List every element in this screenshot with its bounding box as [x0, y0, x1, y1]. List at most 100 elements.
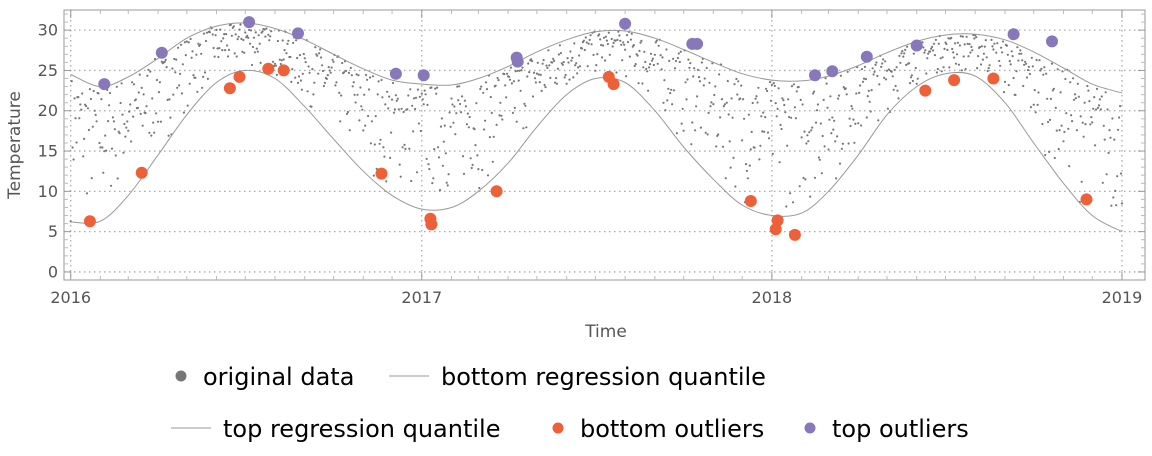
- data-point: [140, 86, 143, 89]
- data-point: [437, 156, 441, 159]
- data-point: [744, 163, 748, 166]
- data-point: [441, 164, 444, 167]
- data-point: [537, 73, 540, 76]
- bottom-outlier-point: [744, 195, 757, 207]
- top-outlier-point: [98, 78, 111, 91]
- legend-label: bottom outliers: [580, 415, 764, 443]
- data-point: [555, 77, 558, 80]
- top-outlier-point: [826, 65, 839, 78]
- data-point: [167, 134, 170, 137]
- data-point: [968, 43, 971, 46]
- data-point: [185, 40, 188, 43]
- data-point: [409, 88, 412, 91]
- data-point: [415, 171, 419, 174]
- legend-marker-dot: [804, 422, 816, 434]
- data-point: [612, 41, 615, 45]
- data-point: [236, 38, 239, 41]
- data-point: [168, 98, 171, 101]
- data-point: [381, 96, 384, 99]
- data-point: [855, 92, 858, 95]
- data-point: [954, 62, 958, 65]
- bottom-outlier-point: [233, 70, 246, 83]
- data-point: [1032, 103, 1035, 106]
- data-point: [413, 97, 416, 100]
- data-point: [286, 42, 289, 45]
- data-point: [594, 69, 597, 72]
- data-point: [398, 163, 401, 166]
- data-point: [870, 89, 873, 92]
- data-point: [224, 49, 227, 52]
- data-point: [530, 58, 533, 61]
- data-point: [396, 97, 399, 100]
- data-point: [212, 46, 215, 50]
- top-outlier-point: [389, 67, 402, 80]
- data-point: [258, 42, 261, 45]
- data-point: [242, 38, 245, 42]
- data-point: [546, 66, 549, 69]
- data-point: [771, 152, 774, 155]
- bottom-outlier-point: [987, 72, 1000, 85]
- data-point: [719, 116, 722, 119]
- data-point: [923, 51, 926, 54]
- data-point: [911, 79, 915, 83]
- data-point: [535, 72, 539, 75]
- data-point: [987, 67, 990, 70]
- data-point: [699, 126, 703, 129]
- data-point: [1118, 116, 1121, 119]
- data-point: [367, 114, 370, 118]
- data-point: [653, 53, 657, 56]
- data-point: [138, 73, 141, 76]
- data-point: [489, 95, 492, 99]
- data-point: [951, 47, 954, 51]
- bottom-outlier-point: [607, 78, 620, 91]
- data-point: [250, 63, 254, 67]
- data-point: [1068, 165, 1071, 168]
- data-point: [377, 80, 380, 83]
- data-point: [863, 65, 867, 68]
- data-point: [372, 174, 375, 177]
- data-point: [183, 41, 186, 44]
- axis-ticks: [64, 10, 1145, 280]
- data-point: [985, 56, 988, 59]
- data-point: [457, 99, 460, 102]
- data-point: [782, 99, 785, 102]
- data-point: [1064, 77, 1067, 81]
- y-tick-label: 20: [38, 101, 58, 120]
- data-point: [706, 133, 709, 136]
- data-point: [960, 69, 963, 72]
- data-point: [411, 104, 414, 107]
- data-point: [1061, 70, 1064, 73]
- data-point: [217, 55, 220, 59]
- data-point: [945, 42, 948, 46]
- data-point: [268, 39, 271, 42]
- data-point: [414, 96, 418, 99]
- data-point: [675, 132, 679, 135]
- data-point: [1043, 66, 1046, 69]
- data-point: [373, 143, 376, 146]
- data-point: [1084, 123, 1087, 126]
- data-point: [894, 84, 897, 88]
- data-point: [1037, 91, 1040, 94]
- data-point: [726, 79, 729, 83]
- data-point: [158, 81, 161, 84]
- x-tick-label: 2019: [1102, 288, 1143, 307]
- bottom-outlier-point: [135, 166, 148, 179]
- data-point: [1026, 68, 1030, 72]
- data-point: [484, 81, 488, 84]
- data-point: [155, 112, 158, 115]
- data-point: [784, 111, 787, 114]
- data-point: [272, 60, 275, 63]
- data-point: [551, 61, 554, 64]
- data-point: [155, 78, 159, 82]
- data-point: [697, 76, 701, 79]
- data-point: [713, 93, 716, 97]
- data-point: [83, 137, 86, 140]
- data-point: [175, 58, 178, 61]
- data-point: [128, 110, 131, 113]
- data-point: [371, 75, 374, 78]
- data-point: [1072, 98, 1076, 101]
- data-point: [761, 130, 764, 133]
- data-point: [1076, 82, 1079, 85]
- data-point: [204, 39, 208, 43]
- data-point: [434, 87, 437, 90]
